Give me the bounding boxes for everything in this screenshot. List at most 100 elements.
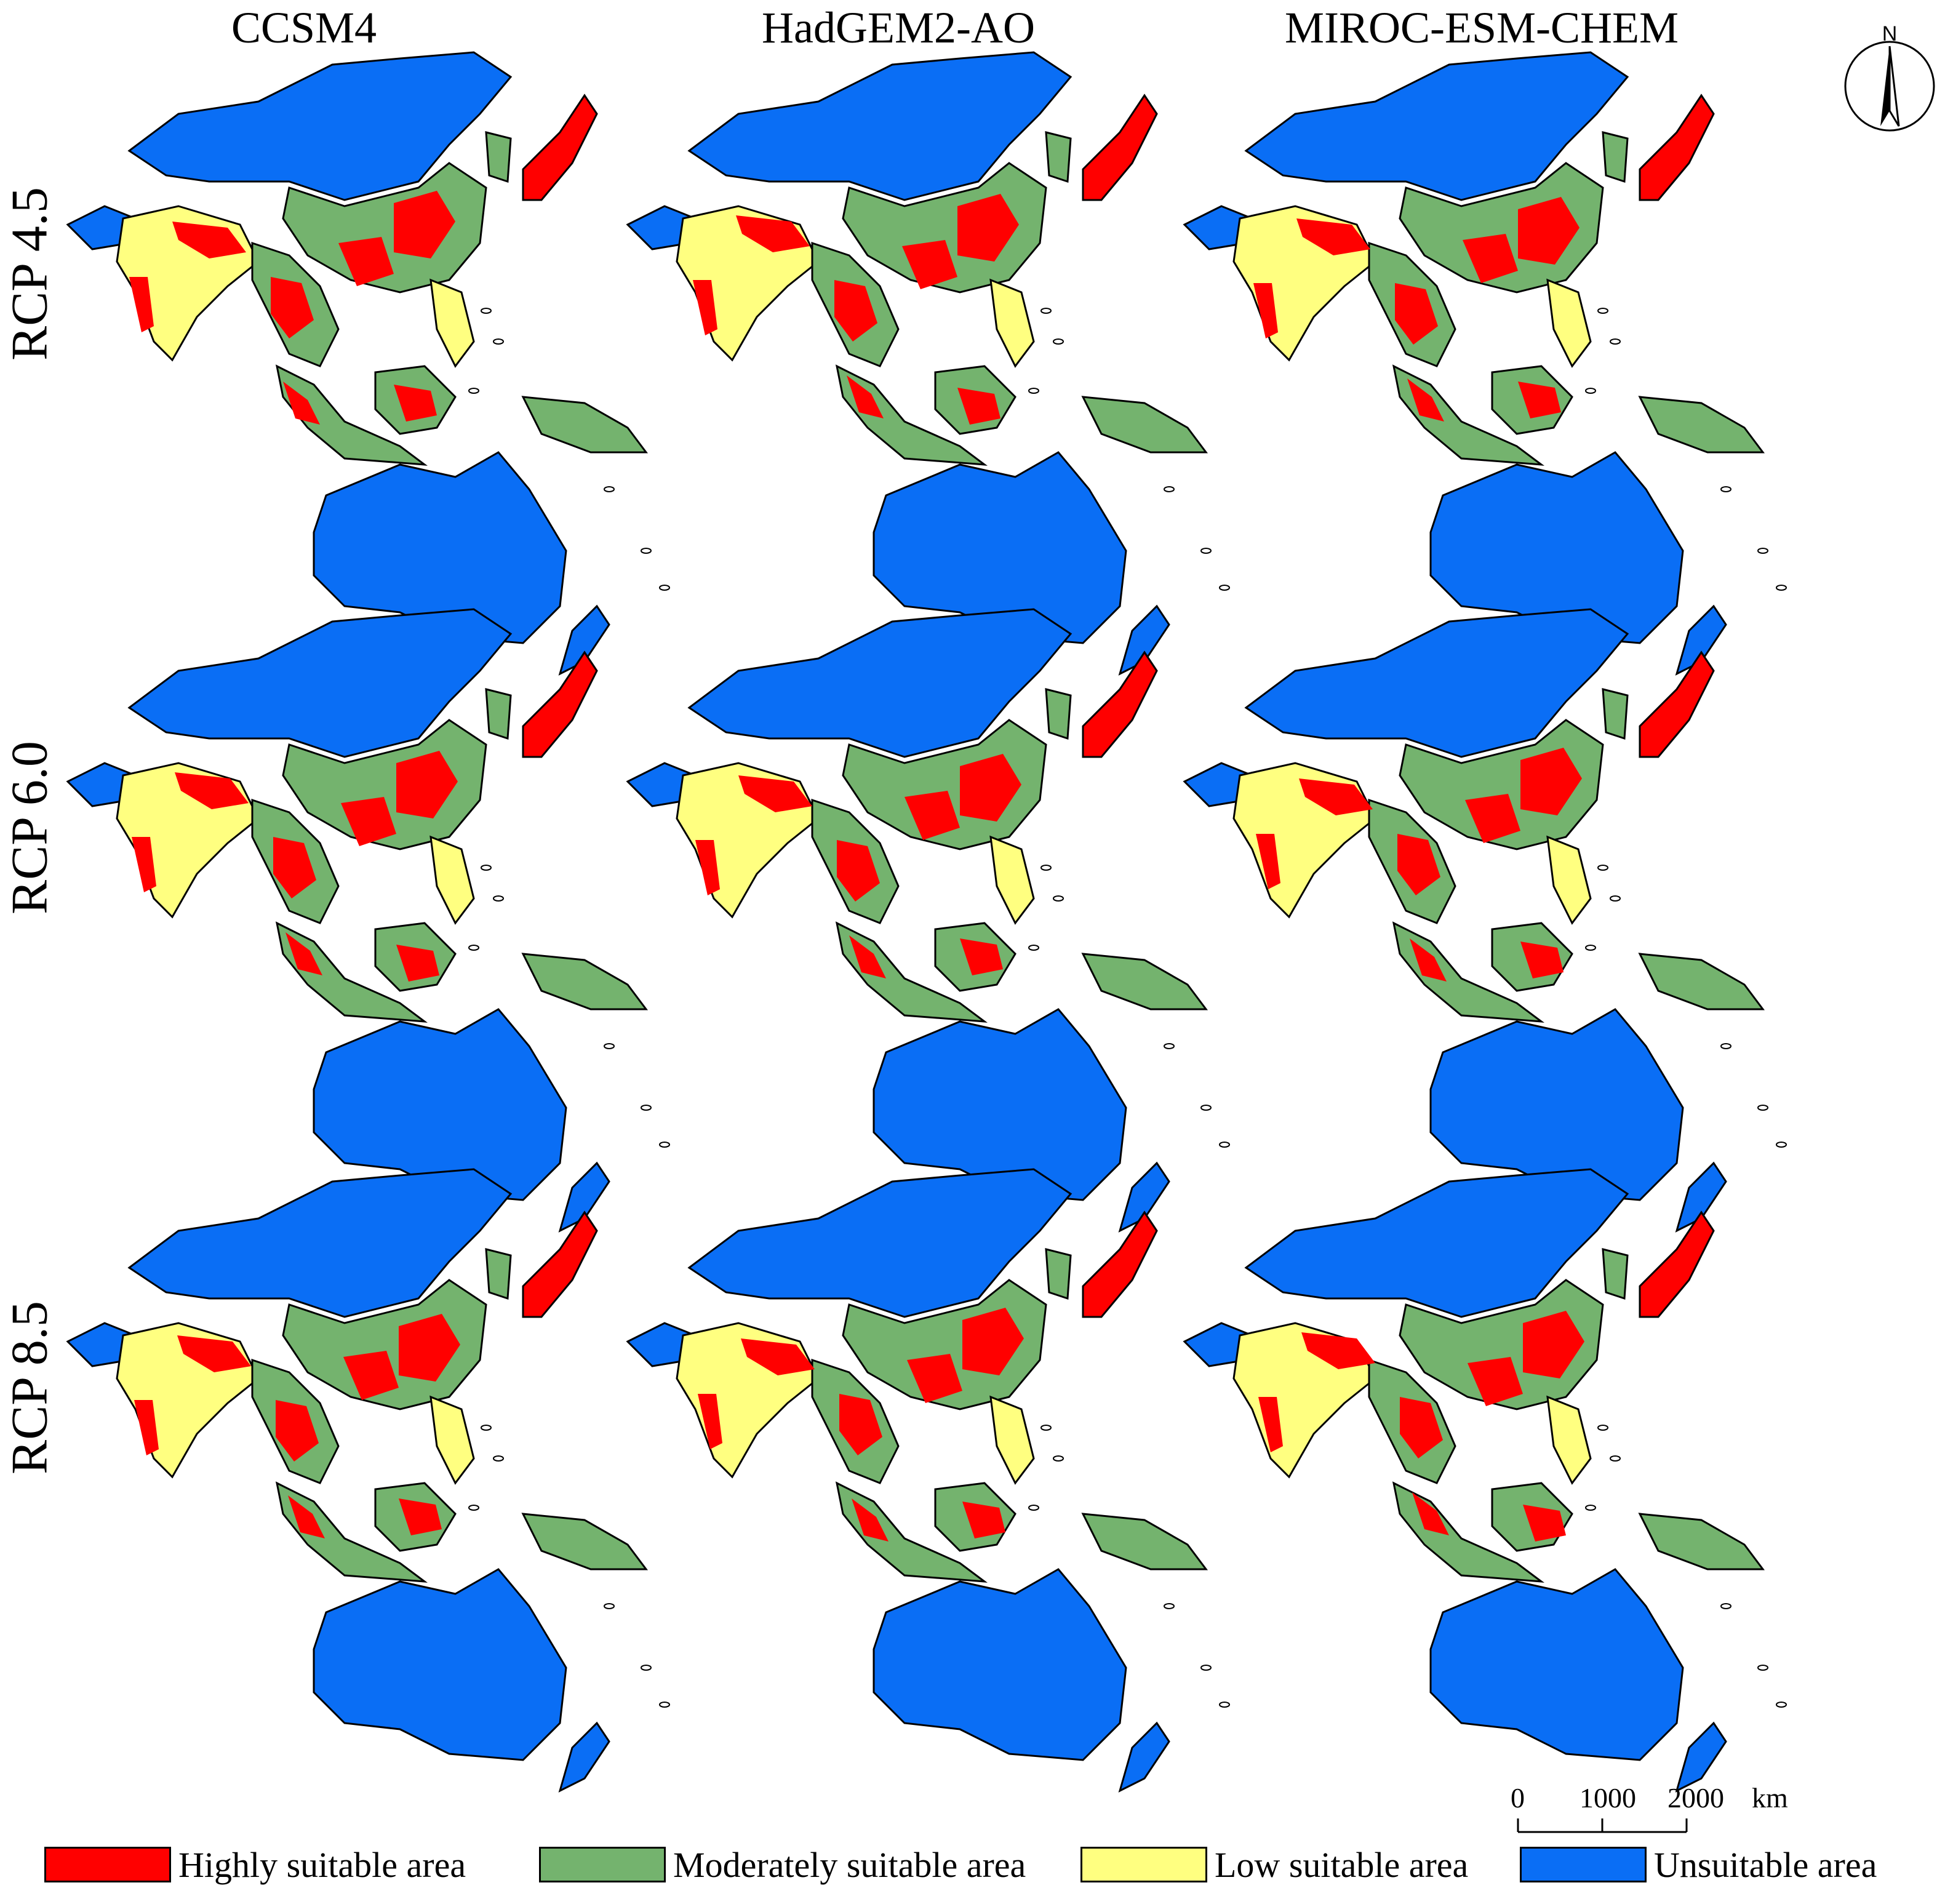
landmass-philippines bbox=[989, 278, 1035, 368]
hotspot-sumatra bbox=[288, 1495, 325, 1538]
hotspot-thailand bbox=[1400, 1397, 1443, 1458]
map-panel-2-2 bbox=[1183, 1168, 1787, 1793]
landmass-korea bbox=[485, 131, 512, 183]
landmass-china-mongolia bbox=[1244, 1168, 1629, 1318]
island-outline bbox=[1597, 1425, 1608, 1431]
island-outline bbox=[1776, 585, 1787, 591]
hotspot-west-india bbox=[1253, 283, 1278, 338]
landmass-australia bbox=[873, 1568, 1127, 1761]
hotspot-south-china bbox=[338, 237, 394, 286]
landmass-philippines bbox=[989, 1395, 1035, 1485]
landmass-china-mongolia bbox=[687, 1168, 1072, 1318]
landmass-australia bbox=[313, 1568, 567, 1761]
hotspot-borneo bbox=[957, 388, 1000, 425]
hotspot-himalaya-belt bbox=[1296, 218, 1370, 255]
island-outline bbox=[493, 338, 504, 345]
legend-item-moderately-suitable: Moderately suitable area bbox=[539, 1837, 1026, 1892]
landmass-sumatra-java bbox=[835, 1481, 988, 1583]
hotspot-himalaya-belt bbox=[172, 222, 246, 258]
scale-tick-1000: 1000 bbox=[1580, 1782, 1636, 1814]
landmass-china-mongolia bbox=[687, 608, 1072, 758]
island-outline bbox=[1597, 865, 1608, 871]
island-outline bbox=[1040, 865, 1052, 871]
hotspot-west-india bbox=[695, 840, 720, 895]
landmass-australia bbox=[873, 451, 1127, 644]
hotspot-south-china bbox=[905, 791, 960, 840]
landmass-korea bbox=[485, 688, 512, 740]
island-outline bbox=[1610, 338, 1621, 345]
legend-item-unsuitable: Unsuitable area bbox=[1520, 1837, 1877, 1892]
landmass-japan bbox=[522, 94, 598, 201]
landmass-philippines bbox=[429, 278, 475, 368]
landmass-japan bbox=[1082, 650, 1158, 758]
landmass-new-zealand bbox=[1675, 1721, 1727, 1793]
island-outline bbox=[1164, 1603, 1175, 1609]
landmass-sumatra-java bbox=[835, 364, 988, 466]
island-outline bbox=[481, 865, 492, 871]
hotspot-sumatra bbox=[852, 1498, 889, 1542]
hotspot-sumatra bbox=[1407, 378, 1444, 422]
column-header-ccsm4: CCSM4 bbox=[231, 3, 377, 52]
landmass-new-zealand bbox=[1675, 1161, 1727, 1233]
legend-label-unsuitable: Unsuitable area bbox=[1654, 1844, 1877, 1885]
compass-needle-left bbox=[1880, 46, 1890, 126]
island-outline bbox=[468, 1505, 479, 1511]
island-outline bbox=[641, 1105, 652, 1111]
hotspot-sumatra bbox=[283, 382, 320, 425]
landmass-philippines bbox=[1546, 278, 1592, 368]
island-outline bbox=[1028, 945, 1039, 951]
map-panels bbox=[66, 51, 1787, 1793]
hotspot-south-china bbox=[1463, 234, 1518, 283]
hotspot-south-china bbox=[1465, 794, 1520, 843]
legend-swatch-unsuitable bbox=[1520, 1847, 1647, 1882]
map-panel-2-0 bbox=[66, 1168, 670, 1793]
map-panel-1-1 bbox=[626, 608, 1230, 1233]
island-outline bbox=[1585, 945, 1596, 951]
island-outline bbox=[1040, 1425, 1052, 1431]
scale-bar-line bbox=[1517, 1818, 1688, 1833]
hotspot-himalaya-belt bbox=[736, 215, 810, 252]
landmass-new-zealand bbox=[1118, 604, 1170, 676]
island-outline bbox=[641, 548, 652, 554]
island-outline bbox=[1028, 388, 1039, 394]
hotspot-south-china bbox=[902, 240, 957, 289]
island-outline bbox=[1164, 1043, 1175, 1049]
hotspot-west-india bbox=[129, 277, 154, 332]
island-outline bbox=[1610, 895, 1621, 902]
hotspot-himalaya-belt bbox=[177, 1335, 251, 1372]
hotspot-east-china bbox=[957, 194, 1019, 262]
hotspot-borneo bbox=[394, 385, 437, 422]
island-outline bbox=[659, 1702, 670, 1708]
map-panel-0-2 bbox=[1183, 51, 1787, 676]
landmass-new-zealand bbox=[558, 1721, 610, 1793]
hotspot-himalaya-belt bbox=[738, 775, 812, 812]
landmass-new-zealand bbox=[1675, 604, 1727, 676]
column-header-miroc-esm-chem: MIROC-ESM-CHEM bbox=[1284, 3, 1679, 52]
landmass-sumatra-java bbox=[1392, 921, 1545, 1023]
landmass-new-guinea bbox=[1081, 396, 1208, 454]
island-outline bbox=[1757, 1665, 1768, 1671]
hotspot-thailand bbox=[839, 1394, 882, 1455]
hotspot-thailand bbox=[271, 277, 314, 338]
island-outline bbox=[1597, 308, 1608, 314]
map-panel-1-0 bbox=[66, 608, 670, 1233]
hotspot-thailand bbox=[837, 840, 880, 902]
landmass-japan bbox=[1639, 94, 1715, 201]
landmass-china-mongolia bbox=[127, 1168, 513, 1318]
island-outline bbox=[468, 945, 479, 951]
hotspot-thailand bbox=[276, 1400, 319, 1462]
hotspot-borneo bbox=[960, 938, 1003, 975]
island-outline bbox=[1776, 1702, 1787, 1708]
landmass-new-guinea bbox=[1081, 953, 1208, 1010]
legend-item-low-suitable: Low suitable area bbox=[1080, 1837, 1468, 1892]
landmass-korea bbox=[1602, 1248, 1629, 1300]
island-outline bbox=[1585, 388, 1596, 394]
island-outline bbox=[1219, 1702, 1230, 1708]
landmass-australia bbox=[313, 1008, 567, 1201]
landmass-china-mongolia bbox=[1244, 608, 1629, 758]
landmass-australia bbox=[873, 1008, 1127, 1201]
island-outline bbox=[1200, 1665, 1212, 1671]
landmass-philippines bbox=[429, 1395, 475, 1485]
legend-label-moderately-suitable: Moderately suitable area bbox=[673, 1844, 1026, 1885]
island-outline bbox=[1053, 895, 1064, 902]
